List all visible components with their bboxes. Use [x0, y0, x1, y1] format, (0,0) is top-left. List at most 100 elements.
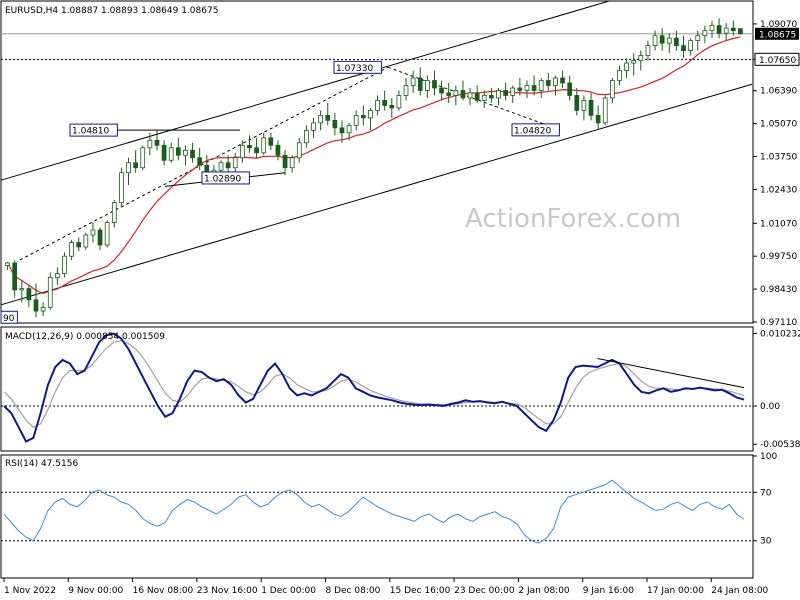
candle-body	[617, 70, 622, 81]
price-annotation-box	[0, 310, 18, 324]
candle-body	[510, 87, 516, 96]
moving-average-line	[7, 36, 741, 294]
candle-body	[55, 273, 60, 278]
candle-body	[296, 142, 302, 159]
candle-body	[460, 90, 466, 99]
time-tick-label: 1 Dec 00:00	[261, 586, 316, 596]
macd-tick-label: -0.005389	[760, 440, 800, 450]
current-price-box	[755, 27, 799, 40]
candle-body	[140, 147, 146, 169]
candle-body	[425, 80, 430, 91]
candle-body	[709, 25, 715, 32]
candle-body	[111, 202, 117, 223]
candle-body	[325, 114, 331, 121]
candle-body	[261, 137, 267, 154]
rsi-tick-label: 30	[760, 537, 772, 547]
price-annotation-box	[201, 171, 250, 185]
price-annotation-label: 1.07330	[336, 64, 373, 74]
candle-body	[396, 95, 402, 109]
time-tick-label: 1 Nov 2022	[4, 586, 56, 596]
candle-body	[104, 222, 110, 246]
candle-body	[190, 149, 195, 159]
rsi-title: RSI(14) 47.5156	[5, 459, 78, 469]
candle-body	[232, 157, 238, 169]
candle-body	[446, 92, 452, 96]
price-annotation-box	[511, 123, 560, 137]
price-annotation-label: 90	[3, 314, 15, 324]
candle-body	[33, 299, 39, 312]
candle-body	[183, 149, 188, 156]
candle-body	[62, 255, 67, 275]
time-tick-label: 8 Dec 08:00	[326, 586, 381, 596]
price-tick-label: 0.97110	[760, 318, 797, 328]
candle-body	[716, 25, 722, 34]
candle-body	[225, 162, 231, 169]
candle-body	[581, 100, 587, 111]
candle-body	[481, 95, 487, 101]
candle-body	[368, 110, 373, 119]
candle-body	[147, 139, 153, 149]
candle-body	[346, 124, 352, 134]
candle-body	[602, 97, 608, 124]
candle-body	[218, 162, 224, 171]
candle-body	[560, 77, 565, 84]
candle-body	[332, 119, 338, 129]
candle-body	[161, 144, 167, 161]
candle-body	[595, 114, 601, 124]
time-tick-label: 24 Jan 08:00	[711, 586, 768, 596]
macd-panel[interactable]	[0, 326, 754, 452]
candle-body	[730, 27, 736, 32]
candle-body	[282, 154, 288, 169]
candle-body	[26, 288, 32, 301]
candle-body	[40, 306, 46, 312]
price-layer: 1.048101.028901.073301.04820901.090701.0…	[0, 0, 800, 328]
candle-body	[360, 114, 366, 119]
candle-body	[638, 55, 644, 61]
candle-body	[659, 35, 665, 44]
price-annotation-label: 1.02890	[204, 174, 241, 184]
rsi-panel[interactable]	[0, 454, 754, 579]
candle-body	[695, 35, 701, 42]
candle-body	[268, 137, 274, 146]
price-tick-label: 1.05070	[760, 120, 797, 130]
price-tick-label: 1.06390	[760, 87, 797, 97]
candle-body	[289, 157, 295, 169]
candle-body	[432, 80, 437, 89]
macd-title: MACD(12,26,9) 0.000854 0.001509	[5, 332, 165, 342]
rsi-tick-label: 100	[760, 452, 777, 462]
time-tick-label: 2 Jan 08:00	[518, 586, 570, 596]
candle-body	[631, 60, 637, 64]
rsi-tick-label: 70	[760, 488, 772, 498]
price-tick-label: 0.98430	[760, 285, 797, 295]
price-annotation-label: 1.04820	[514, 126, 551, 136]
candle-body	[588, 100, 594, 116]
candle-body	[652, 35, 658, 47]
time-tick-label: 23 Dec 00:00	[454, 586, 515, 596]
candle-body	[467, 92, 473, 99]
price-tick-label: 1.03750	[760, 153, 797, 163]
candle-body	[375, 100, 380, 111]
dashed-pullback-line	[387, 66, 561, 131]
rsi-layer: 100 70 30	[1, 452, 777, 547]
candle-body	[496, 90, 501, 99]
price-annotation-box	[69, 123, 118, 137]
candle-body	[119, 172, 124, 204]
price-tick-label: 1.02430	[760, 185, 797, 195]
time-tick-label: 9 Jan 16:00	[583, 586, 635, 596]
candle-body	[353, 114, 359, 126]
candle-body	[339, 127, 345, 134]
current-price-label: 1.08675	[759, 30, 796, 40]
candle-body	[403, 85, 409, 96]
candle-body	[126, 162, 131, 174]
rsi-line	[3, 479, 745, 544]
candle-body	[254, 147, 259, 154]
candle-body	[624, 62, 629, 71]
macd-main-line	[3, 332, 745, 443]
level-price-label: 1.07650	[759, 56, 796, 66]
time-tick-label: 16 Nov 08:00	[133, 586, 194, 596]
price-panel[interactable]	[0, 0, 754, 324]
candle-body	[410, 77, 416, 86]
channel-lower-line	[0, 83, 753, 306]
